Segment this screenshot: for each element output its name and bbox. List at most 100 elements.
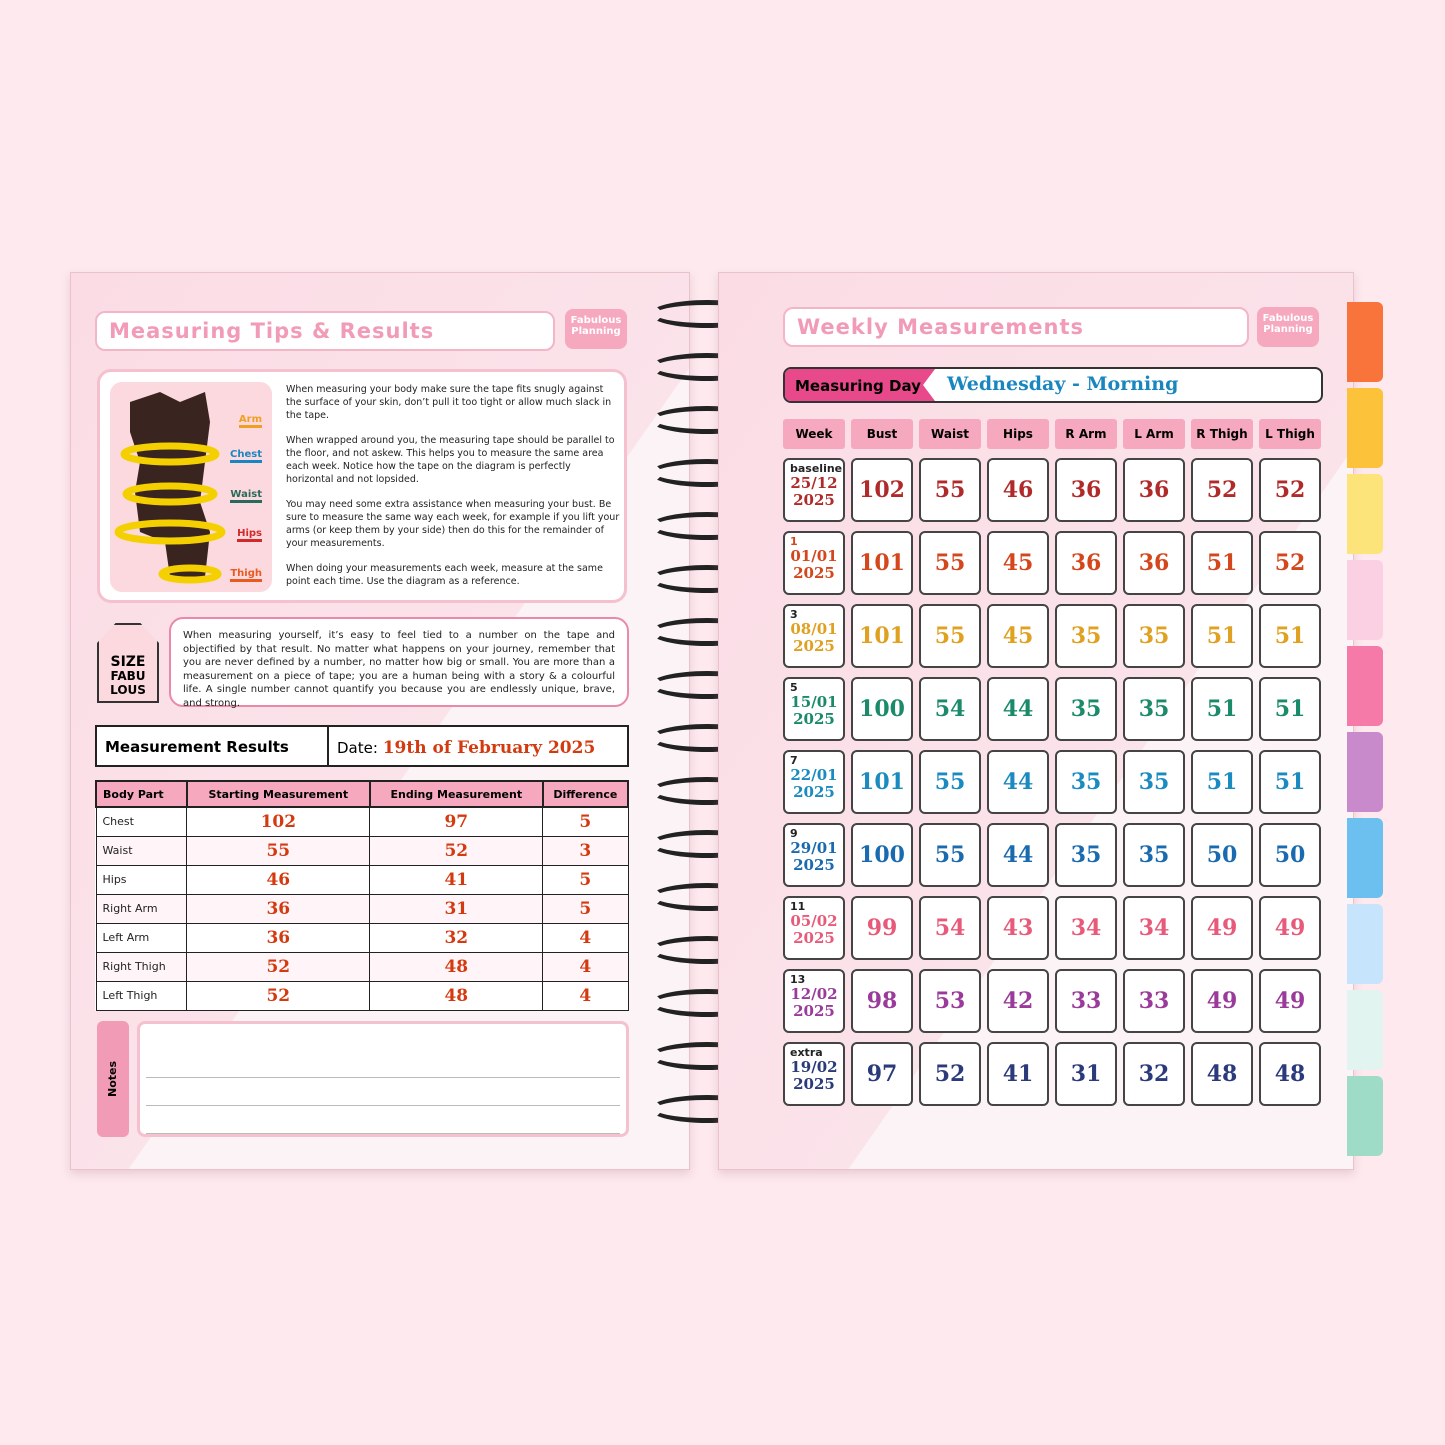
measurement-cell[interactable]: 44 (987, 823, 1049, 887)
measurement-cell[interactable]: 48 (1259, 1042, 1321, 1106)
tip: You may need some extra assistance when … (286, 499, 620, 549)
measurement-cell[interactable]: 52 (1191, 458, 1253, 522)
measuring-day: Measuring Day Wednesday - Morning (783, 367, 1323, 403)
measurement-cell[interactable]: 55 (919, 750, 981, 814)
section-tab[interactable] (1347, 990, 1383, 1070)
measurement-cell[interactable]: 36 (1123, 458, 1185, 522)
measurement-cell[interactable]: 35 (1055, 604, 1117, 668)
measurement-cell[interactable]: 100 (851, 677, 913, 741)
measurement-cell[interactable]: 100 (851, 823, 913, 887)
table-cell: Left Thigh (95, 980, 188, 1011)
measurement-cell[interactable]: 45 (987, 531, 1049, 595)
measurement-cell[interactable]: 50 (1191, 823, 1253, 887)
week-date: 15/01 (790, 693, 838, 711)
tag-text: SIZE (110, 654, 146, 670)
section-tab[interactable] (1347, 818, 1383, 898)
measurement-cell[interactable]: 54 (919, 677, 981, 741)
table-row: Left Thigh 52 48 4 (95, 980, 629, 1011)
measurement-cell[interactable]: 42 (987, 969, 1049, 1033)
measurement-cell[interactable]: 51 (1191, 604, 1253, 668)
measurement-cell[interactable]: 31 (1055, 1042, 1117, 1106)
measuring-day-value: Wednesday - Morning (947, 373, 1179, 395)
measurement-cell[interactable]: 51 (1191, 531, 1253, 595)
table-row: Left Arm 36 32 4 (95, 922, 629, 953)
table-cell: 5 (542, 864, 629, 895)
measurement-cell[interactable]: 44 (987, 750, 1049, 814)
results-date: Date: 19th of February 2025 (327, 727, 627, 765)
week-year: 2025 (793, 710, 835, 728)
measurement-cell[interactable]: 50 (1259, 823, 1321, 887)
measurement-cell[interactable]: 101 (851, 531, 913, 595)
measurement-cell[interactable]: 51 (1259, 677, 1321, 741)
table-cell: 31 (369, 893, 544, 924)
measurement-cell[interactable]: 102 (851, 458, 913, 522)
week-cell: extra 19/02 2025 (783, 1042, 845, 1106)
measurement-cell[interactable]: 55 (919, 823, 981, 887)
measurement-cell[interactable]: 43 (987, 896, 1049, 960)
measurement-cell[interactable]: 33 (1123, 969, 1185, 1033)
measurement-cell[interactable]: 34 (1055, 896, 1117, 960)
measurement-cell[interactable]: 49 (1259, 969, 1321, 1033)
measurement-cell[interactable]: 45 (987, 604, 1049, 668)
measurement-cell[interactable]: 98 (851, 969, 913, 1033)
measurement-cell[interactable]: 35 (1123, 604, 1185, 668)
table-cell: 48 (369, 980, 544, 1011)
measurement-cell[interactable]: 49 (1191, 896, 1253, 960)
measurement-cell[interactable]: 35 (1055, 750, 1117, 814)
measurement-cell[interactable]: 35 (1055, 823, 1117, 887)
section-tab[interactable] (1347, 388, 1383, 468)
measurement-cell[interactable]: 55 (919, 531, 981, 595)
page-title: Measuring Tips & Results (95, 311, 555, 351)
section-tab[interactable] (1347, 302, 1383, 382)
measurement-cell[interactable]: 55 (919, 604, 981, 668)
week-date: 05/02 (790, 912, 838, 930)
measurement-cell[interactable]: 55 (919, 458, 981, 522)
measurement-cell[interactable]: 35 (1055, 677, 1117, 741)
measurement-cell[interactable]: 97 (851, 1042, 913, 1106)
section-tab[interactable] (1347, 732, 1383, 812)
section-tab[interactable] (1347, 646, 1383, 726)
section-tab[interactable] (1347, 474, 1383, 554)
arm-label: Arm (238, 414, 262, 428)
week-year: 2025 (793, 929, 835, 947)
measurement-cell[interactable]: 52 (1259, 531, 1321, 595)
tip: When measuring your body make sure the t… (286, 384, 612, 421)
measurement-cell[interactable]: 46 (987, 458, 1049, 522)
tag-text: LOUS (110, 683, 146, 697)
measurement-cell[interactable]: 54 (919, 896, 981, 960)
left-page: Measuring Tips & Results Fabulous Planni… (70, 272, 690, 1170)
measurement-cell[interactable]: 51 (1191, 750, 1253, 814)
measurement-cell[interactable]: 36 (1123, 531, 1185, 595)
measurement-cell[interactable]: 33 (1055, 969, 1117, 1033)
section-tab[interactable] (1347, 560, 1383, 640)
measurement-cell[interactable]: 36 (1055, 458, 1117, 522)
measurement-cell[interactable]: 32 (1123, 1042, 1185, 1106)
measurement-cell[interactable]: 53 (919, 969, 981, 1033)
measurement-cell[interactable]: 51 (1259, 750, 1321, 814)
body-diagram: Arm Chest Waist Hips Thigh (110, 382, 272, 592)
measurement-cell[interactable]: 49 (1259, 896, 1321, 960)
measurement-cell[interactable]: 48 (1191, 1042, 1253, 1106)
measurement-cell[interactable]: 52 (1259, 458, 1321, 522)
measurement-cell[interactable]: 44 (987, 677, 1049, 741)
measurement-cell[interactable]: 41 (987, 1042, 1049, 1106)
measurement-cell[interactable]: 51 (1259, 604, 1321, 668)
measurement-cell[interactable]: 51 (1191, 677, 1253, 741)
measurement-cell[interactable]: 52 (919, 1042, 981, 1106)
measurement-cell[interactable]: 101 (851, 750, 913, 814)
measurement-cell[interactable]: 35 (1123, 823, 1185, 887)
week-date: 08/01 (790, 620, 838, 638)
measurement-cell[interactable]: 49 (1191, 969, 1253, 1033)
column-header: Body Part (95, 780, 188, 808)
section-tab[interactable] (1347, 904, 1383, 984)
section-tab[interactable] (1347, 1076, 1383, 1156)
week-year: 2025 (793, 491, 835, 509)
notes-area[interactable] (137, 1021, 629, 1137)
measurement-cell[interactable]: 34 (1123, 896, 1185, 960)
measurement-cell[interactable]: 35 (1123, 677, 1185, 741)
column-header: L Thigh (1259, 419, 1321, 449)
measurement-cell[interactable]: 99 (851, 896, 913, 960)
measurement-cell[interactable]: 36 (1055, 531, 1117, 595)
measurement-cell[interactable]: 35 (1123, 750, 1185, 814)
measurement-cell[interactable]: 101 (851, 604, 913, 668)
